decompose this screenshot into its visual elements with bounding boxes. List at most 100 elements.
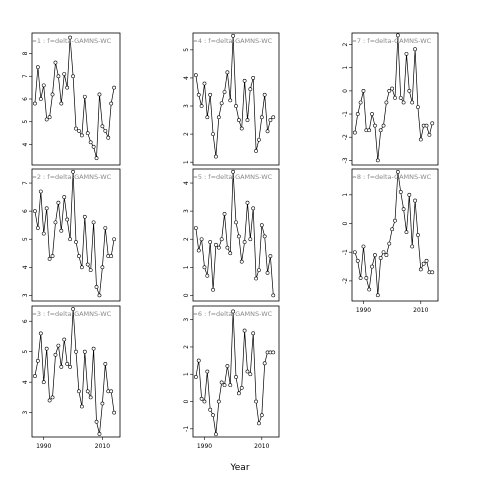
y-tick-label: 2 bbox=[183, 345, 190, 349]
y-tick-label: 5 bbox=[183, 48, 190, 52]
data-point bbox=[79, 265, 84, 270]
data-point bbox=[211, 413, 215, 418]
data-point bbox=[47, 256, 52, 261]
series-line bbox=[34, 37, 115, 159]
data-point bbox=[62, 72, 67, 76]
data-point bbox=[245, 200, 250, 205]
data-point bbox=[77, 128, 81, 133]
data-point bbox=[265, 129, 270, 134]
data-point bbox=[234, 375, 238, 379]
panel-frame bbox=[351, 32, 439, 166]
data-point bbox=[65, 85, 70, 90]
data-point bbox=[430, 270, 435, 275]
data-point bbox=[62, 337, 67, 342]
y-tick-label: 2 bbox=[183, 237, 190, 241]
data-point bbox=[242, 78, 247, 83]
y-tick-label: -2 bbox=[342, 278, 349, 284]
data-point bbox=[257, 421, 261, 426]
data-point bbox=[112, 85, 117, 90]
data-point bbox=[85, 131, 90, 136]
y-tick-label: 0 bbox=[342, 221, 349, 225]
data-point bbox=[82, 94, 87, 99]
data-point bbox=[88, 268, 93, 273]
data-point bbox=[262, 234, 267, 239]
data-point bbox=[418, 267, 423, 272]
panel-title: s=3 : f=delta-GAMNS-WC bbox=[28, 310, 112, 318]
data-point bbox=[242, 240, 247, 244]
panel-title: s=7 : f=delta-GAMNS-WC bbox=[348, 37, 432, 45]
y-tick-label: 6 bbox=[22, 97, 29, 101]
data-point bbox=[211, 132, 215, 137]
data-point bbox=[395, 169, 400, 174]
data-point bbox=[401, 207, 406, 212]
panel-3: 3 4 5 6 1990 2010 s=3 : f=delta-GAMNS-WC bbox=[22, 305, 121, 450]
y-tick-label: 6 bbox=[22, 209, 29, 213]
y-tick-label: 2 bbox=[342, 42, 349, 46]
data-point bbox=[222, 212, 227, 216]
data-point bbox=[413, 47, 417, 52]
data-point bbox=[74, 240, 78, 244]
data-point bbox=[65, 361, 70, 366]
x-tick-label: 2010 bbox=[413, 307, 428, 314]
data-point bbox=[94, 285, 99, 289]
data-point bbox=[193, 226, 198, 230]
data-point bbox=[257, 137, 261, 142]
data-point bbox=[398, 95, 403, 100]
x-axis-label: Year bbox=[229, 463, 249, 473]
data-point bbox=[199, 237, 204, 242]
y-tick-label: -1 bbox=[183, 426, 190, 432]
y-tick-label: 5 bbox=[22, 120, 29, 124]
data-point bbox=[103, 128, 108, 133]
data-point bbox=[196, 248, 201, 253]
data-point bbox=[74, 349, 78, 354]
panel-1: 4 5 6 7 8 s=1 : f=delta-GAMNS-WC bbox=[22, 32, 121, 166]
panel-8: -2 -1 0 1 1990 2010 s=8 : f=delta-GAMNS-WC bbox=[342, 168, 439, 314]
data-point bbox=[193, 73, 198, 78]
data-point bbox=[222, 90, 227, 94]
data-point bbox=[216, 245, 221, 250]
x-tick-label: 1990 bbox=[197, 443, 212, 450]
data-point bbox=[430, 121, 435, 126]
data-point bbox=[211, 287, 215, 292]
y-tick-label: 0 bbox=[183, 399, 190, 403]
data-point bbox=[82, 349, 87, 354]
data-point bbox=[418, 137, 423, 142]
data-point bbox=[254, 399, 258, 404]
panel-title: s=2 : f=delta-GAMNS-WC bbox=[28, 173, 112, 181]
data-point bbox=[219, 380, 224, 385]
data-point bbox=[56, 343, 61, 348]
panel-4: 1 2 3 4 5 s=4 : f=delta-GAMNS-WC bbox=[183, 32, 280, 166]
data-point bbox=[82, 214, 87, 219]
data-point bbox=[271, 350, 276, 355]
data-point bbox=[361, 88, 366, 93]
data-point bbox=[53, 220, 58, 225]
y-tick-label: 5 bbox=[22, 350, 29, 354]
data-point bbox=[239, 385, 244, 390]
panel-plot-area: s=6 : f=delta-GAMNS-WC bbox=[193, 309, 276, 437]
panel-6: -1 0 1 2 3 1990 2010 s=6 : f=delta-GAMNS-WC bbox=[183, 305, 280, 450]
data-point bbox=[373, 123, 377, 128]
data-point bbox=[384, 100, 389, 105]
data-point bbox=[50, 395, 55, 400]
data-point bbox=[355, 258, 360, 263]
data-point bbox=[393, 95, 397, 100]
series-line bbox=[195, 171, 274, 296]
data-point bbox=[38, 189, 43, 194]
panel-5: 0 1 2 3 4s=5 : f=delta-GAMNS-WC bbox=[183, 168, 280, 302]
data-point bbox=[381, 123, 386, 128]
panel-frame bbox=[351, 168, 439, 302]
data-point bbox=[219, 101, 224, 106]
data-point bbox=[271, 115, 276, 120]
data-point bbox=[35, 65, 40, 70]
data-point bbox=[112, 237, 117, 242]
data-point bbox=[370, 264, 374, 269]
panel-plot-area: s=2 : f=delta-GAMNS-WC bbox=[28, 169, 117, 298]
data-point bbox=[367, 287, 372, 292]
data-point bbox=[248, 237, 253, 242]
panel-frame bbox=[192, 168, 280, 302]
data-point bbox=[196, 358, 201, 363]
data-point bbox=[85, 389, 90, 394]
data-point bbox=[208, 92, 213, 97]
data-point bbox=[77, 254, 81, 258]
